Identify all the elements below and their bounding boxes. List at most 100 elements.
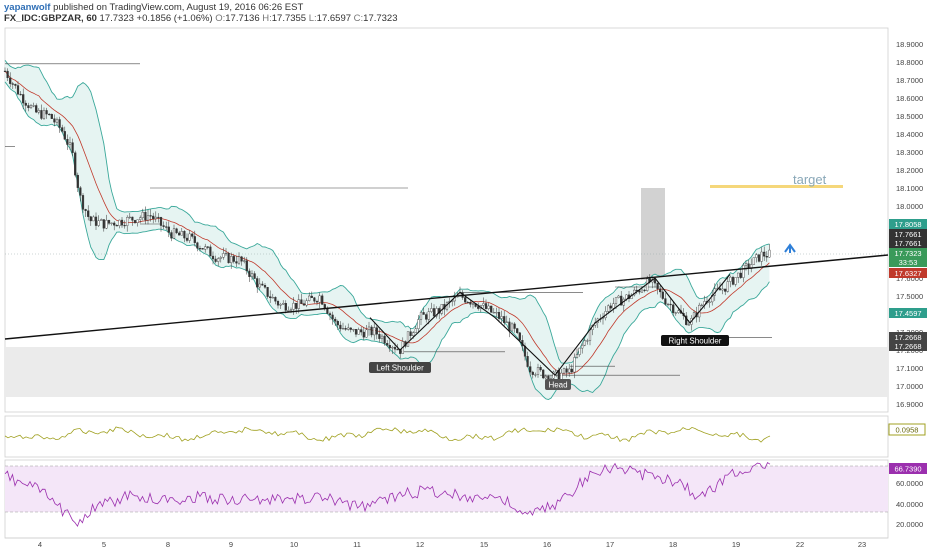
candle bbox=[185, 233, 189, 243]
candle bbox=[87, 205, 90, 221]
candle bbox=[144, 206, 147, 225]
close-value: 17.7323 bbox=[363, 13, 398, 24]
candle bbox=[123, 220, 126, 229]
candle bbox=[352, 328, 355, 333]
candle bbox=[32, 102, 35, 108]
candle bbox=[29, 103, 33, 109]
price-badge: 17.2668 bbox=[889, 341, 927, 351]
candle bbox=[586, 338, 589, 345]
candle bbox=[305, 298, 308, 308]
target-label: target bbox=[793, 172, 827, 187]
candle bbox=[336, 319, 339, 330]
candles bbox=[3, 67, 771, 388]
candle bbox=[191, 232, 194, 239]
time-axis[interactable]: 4 5 8 9 10 11 12 15 16 17 18 19 22 23 bbox=[38, 540, 866, 549]
candle bbox=[752, 257, 755, 265]
svg-text:17.7661: 17.7661 bbox=[894, 230, 921, 239]
candle bbox=[256, 276, 259, 293]
svg-text:66.7390: 66.7390 bbox=[894, 465, 921, 474]
candle bbox=[279, 302, 282, 309]
candle bbox=[724, 288, 727, 296]
candle bbox=[209, 244, 212, 257]
svg-text:17.2668: 17.2668 bbox=[894, 333, 921, 342]
candle bbox=[505, 315, 508, 323]
candle bbox=[217, 257, 220, 267]
candle bbox=[570, 364, 573, 374]
candle bbox=[243, 256, 246, 264]
candle bbox=[380, 333, 384, 343]
candle bbox=[48, 113, 51, 116]
candle bbox=[3, 67, 7, 73]
candle bbox=[118, 219, 121, 229]
price-change: +0.1856 (+1.06%) bbox=[136, 13, 213, 24]
candle bbox=[308, 292, 311, 302]
candle bbox=[534, 372, 537, 378]
time-tick: 23 bbox=[858, 540, 866, 549]
svg-text:33:53: 33:53 bbox=[899, 258, 918, 267]
candle bbox=[165, 221, 168, 231]
candle bbox=[235, 255, 238, 268]
candle bbox=[79, 186, 82, 202]
time-tick: 4 bbox=[38, 540, 42, 549]
price-tick: 18.1000 bbox=[896, 184, 923, 193]
candle bbox=[427, 307, 430, 325]
candle bbox=[24, 100, 27, 112]
time-tick: 5 bbox=[102, 540, 106, 549]
candle bbox=[180, 227, 183, 236]
time-tick: 9 bbox=[229, 540, 233, 549]
candle bbox=[276, 299, 280, 309]
right-shoulder-label: Right Shoulder bbox=[661, 335, 729, 346]
candle bbox=[757, 254, 761, 263]
candle bbox=[76, 172, 79, 193]
candle bbox=[755, 253, 758, 263]
published-info: published on TradingView.com, August 19,… bbox=[53, 2, 304, 13]
candle bbox=[674, 311, 677, 316]
candle bbox=[61, 124, 64, 134]
candle bbox=[328, 311, 332, 321]
author-name[interactable]: yapanwolf bbox=[4, 2, 51, 13]
candle bbox=[609, 302, 612, 311]
candle bbox=[386, 340, 389, 347]
candle bbox=[503, 310, 506, 328]
rsi-tick: 20.0000 bbox=[896, 520, 923, 529]
candle bbox=[575, 348, 579, 359]
candle bbox=[237, 252, 241, 265]
candle bbox=[417, 315, 420, 334]
candle bbox=[360, 326, 363, 336]
svg-text:17.4597: 17.4597 bbox=[894, 309, 921, 318]
candle bbox=[583, 338, 586, 347]
candle bbox=[370, 325, 373, 338]
candle bbox=[344, 325, 347, 331]
candle bbox=[183, 230, 186, 243]
candle bbox=[529, 361, 532, 377]
svg-text:Left Shoulder: Left Shoulder bbox=[376, 364, 424, 373]
candle bbox=[497, 308, 501, 323]
svg-text:Right Shoulder: Right Shoulder bbox=[669, 337, 722, 346]
price-tick: 18.7000 bbox=[896, 76, 923, 85]
candle bbox=[126, 215, 129, 232]
candle bbox=[760, 247, 763, 266]
candle bbox=[768, 244, 771, 258]
price-badge: 17.6327 bbox=[889, 268, 927, 278]
candle bbox=[198, 245, 202, 252]
candle bbox=[35, 103, 38, 114]
open-value: 17.7136 bbox=[225, 13, 260, 24]
svg-text:17.2668: 17.2668 bbox=[894, 342, 921, 351]
candle bbox=[222, 247, 225, 260]
candle bbox=[45, 107, 48, 119]
candle bbox=[40, 104, 43, 120]
price-badges: 17.805817.766117.766117.732333:5317.6327… bbox=[889, 219, 927, 351]
candle bbox=[42, 107, 46, 120]
time-tick: 10 bbox=[290, 540, 298, 549]
candle bbox=[315, 299, 319, 306]
last-price: 17.7323 bbox=[99, 13, 134, 24]
svg-text:Head: Head bbox=[548, 381, 567, 390]
chart-header: yapanwolf published on TradingView.com, … bbox=[4, 2, 303, 13]
bb-upper bbox=[4, 60, 770, 364]
candle bbox=[482, 297, 485, 308]
candle bbox=[318, 292, 321, 309]
candle bbox=[37, 108, 40, 115]
price-badge: 17.7661 bbox=[889, 238, 927, 248]
candle bbox=[11, 81, 14, 90]
